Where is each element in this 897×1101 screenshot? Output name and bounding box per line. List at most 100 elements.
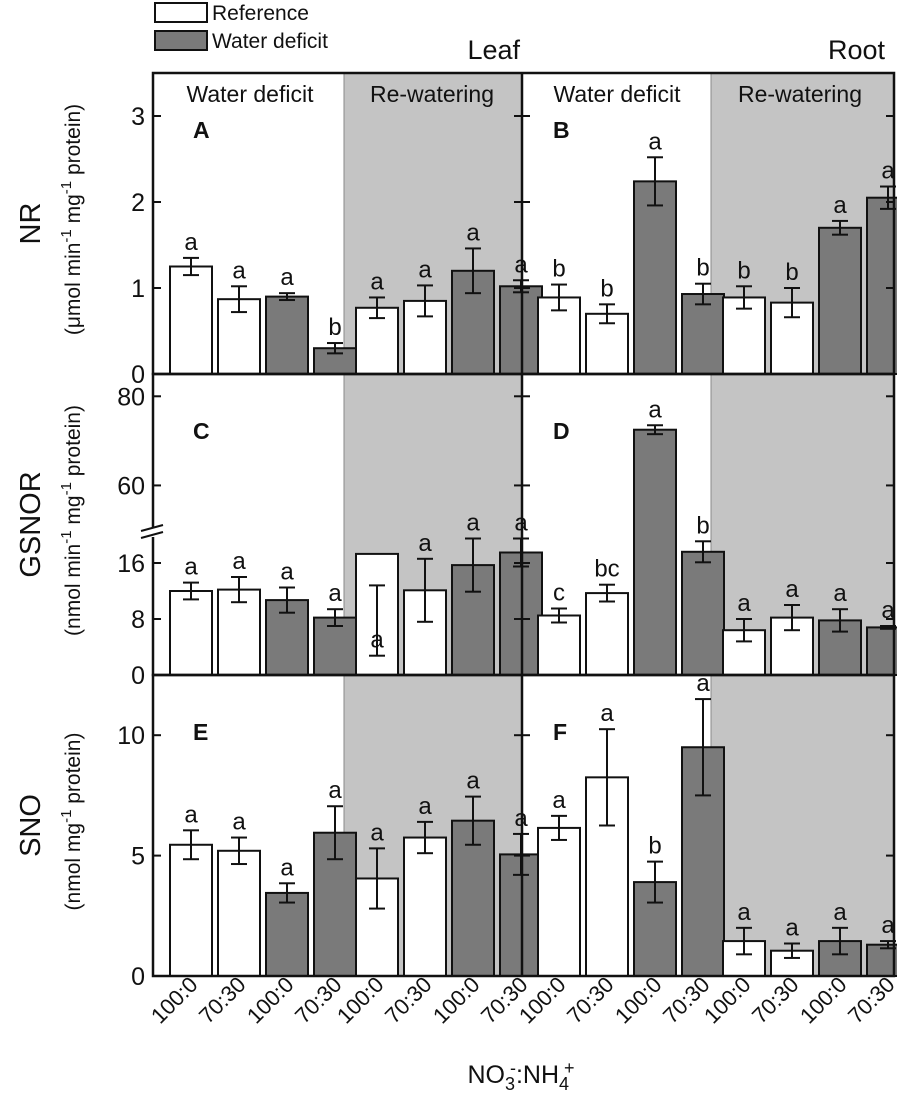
bar-gsnor-d-1-1 <box>537 614 581 676</box>
bar-sno-f-2-4 <box>866 943 897 977</box>
y-axis-unit-part: (μmol min <box>62 243 85 336</box>
y-tick-label-nr: 2 <box>131 189 145 217</box>
significance-letter-sno: a <box>552 787 566 814</box>
legend-label-water-deficit: Water deficit <box>212 30 328 53</box>
x-tick-label: 70:30 <box>747 972 804 1029</box>
y-axis-title-nr: NR <box>15 203 47 245</box>
y-tick-label-sno: 10 <box>117 722 145 750</box>
x-axis-title: NO3-:NH4+ <box>467 1058 574 1094</box>
re-watering-shading <box>343 73 894 976</box>
legend: Reference Water deficit <box>154 2 328 53</box>
bar-gsnor-d-1-3 <box>633 428 677 677</box>
bar-nr-b-1-3 <box>633 180 677 375</box>
y-axis-unit-gsnor: (nmol min-1 mg-1 protein) <box>58 405 85 636</box>
panel-letter-f: F <box>553 719 567 745</box>
legend-swatch-water-deficit <box>154 30 208 51</box>
significance-letter-gsnor: a <box>785 576 799 603</box>
y-axis-unit-part: -1 <box>58 810 75 823</box>
column-title-leaf: Leaf <box>467 35 520 65</box>
panel-letter-c: C <box>193 418 210 444</box>
significance-letter-gsnor: a <box>514 510 528 537</box>
significance-letter-sno: a <box>600 700 614 727</box>
y-tick-label-gsnor: 0 <box>131 662 145 690</box>
significance-letter-sno: a <box>514 805 528 832</box>
y-axis-unit-part: (nmol min <box>62 544 85 636</box>
x-tick-label: 70:30 <box>843 972 897 1029</box>
significance-letter-sno: a <box>785 914 799 941</box>
significance-letter-nr: b <box>328 314 341 341</box>
bar-gsnor-c-1-1 <box>169 590 213 676</box>
y-tick-label-gsnor: 8 <box>131 606 145 634</box>
x-tick-label: 70:30 <box>380 972 437 1029</box>
significance-letter-sno: a <box>881 912 895 939</box>
x-tick-label: 100:0 <box>610 972 667 1029</box>
significance-letter-sno: b <box>648 833 661 860</box>
y-axis-unit-part: -1 <box>58 482 75 495</box>
column-title-root: Root <box>828 35 886 65</box>
x-tick-label: 70:30 <box>194 972 251 1029</box>
bar-sno-f-1-4 <box>681 746 725 977</box>
x-tick-label: 100:0 <box>428 972 485 1029</box>
x-tick-label: 100:0 <box>242 972 299 1029</box>
y-axis-unit-part: mg <box>62 495 85 530</box>
significance-letter-gsnor: a <box>328 580 342 607</box>
bar-gsnor-d-1-2 <box>585 592 629 676</box>
significance-letter-gsnor: a <box>418 530 432 557</box>
significance-letter-nr: b <box>552 256 565 283</box>
x-tick-label: 70:30 <box>658 972 715 1029</box>
section-label-leaf-re-watering: Re-watering <box>370 81 494 107</box>
panel-letter-b: B <box>553 117 570 143</box>
y-tick-label-nr: 0 <box>131 361 145 389</box>
significance-letter-sno: a <box>370 819 384 846</box>
significance-letter-gsnor: a <box>648 396 662 423</box>
significance-letter-nr: a <box>184 229 198 256</box>
x-tick-label: 70:30 <box>562 972 619 1029</box>
panel-letter-e: E <box>193 719 208 745</box>
significance-letter-nr: a <box>648 128 662 155</box>
bar-gsnor-d-1-4 <box>681 550 725 676</box>
bar-sno-e-1-1 <box>169 843 213 977</box>
y-tick-label-gsnor: 80 <box>117 383 145 411</box>
significance-letter-nr: a <box>232 257 246 284</box>
y-axis-unit-part: -1 <box>58 530 75 543</box>
section-label-root-re-watering: Re-watering <box>738 81 862 107</box>
x-tick-label: 100:0 <box>146 972 203 1029</box>
significance-letter-sno: a <box>328 777 342 804</box>
significance-letter-nr: a <box>466 219 480 246</box>
y-axis-unit-part: protein) <box>62 733 85 810</box>
bar-nr-b-2-4 <box>866 196 897 375</box>
bar-nr-a-2-1 <box>355 306 399 375</box>
significance-letter-nr: b <box>600 275 613 302</box>
y-tick-label-nr: 3 <box>131 103 145 131</box>
significance-letter-nr: b <box>785 259 798 286</box>
axis-break-mark <box>140 531 164 539</box>
y-axis-unit-sno: (nmol mg-1 protein) <box>58 733 85 911</box>
panel-letter-a: A <box>193 117 210 143</box>
significance-letter-sno: a <box>696 670 710 697</box>
y-tick-label-sno: 0 <box>131 963 145 991</box>
bar-sno-f-1-1 <box>537 826 581 978</box>
y-tick-label-nr: 1 <box>131 275 145 303</box>
bar-nr-a-1-1 <box>169 265 213 375</box>
section-label-root-water-deficit: Water deficit <box>554 81 682 107</box>
significance-letter-sno: a <box>418 793 432 820</box>
significance-letter-nr: b <box>737 257 750 284</box>
y-axis-unit-nr: (μmol min-1 mg-1 protein) <box>58 104 85 335</box>
y-tick-label-gsnor: 60 <box>117 472 145 500</box>
significance-letter-nr: a <box>881 158 895 185</box>
axis-break-mark <box>140 524 164 532</box>
section-label-leaf-water-deficit: Water deficit <box>187 81 315 107</box>
significance-letter-gsnor: b <box>696 512 709 539</box>
bar-sno-e-1-2 <box>217 849 261 977</box>
axis-break-mask <box>141 527 165 537</box>
significance-letter-sno: a <box>232 809 246 836</box>
y-axis-title-sno: SNO <box>15 794 47 857</box>
y-axis-title-gsnor: GSNOR <box>15 471 47 577</box>
bar-sno-e-2-2 <box>403 836 447 977</box>
significance-letter-nr: a <box>280 264 294 291</box>
bar-gsnor-d-2-4 <box>866 626 897 677</box>
significance-letter-sno: a <box>737 899 751 926</box>
x-tick-label: 100:0 <box>332 972 389 1029</box>
